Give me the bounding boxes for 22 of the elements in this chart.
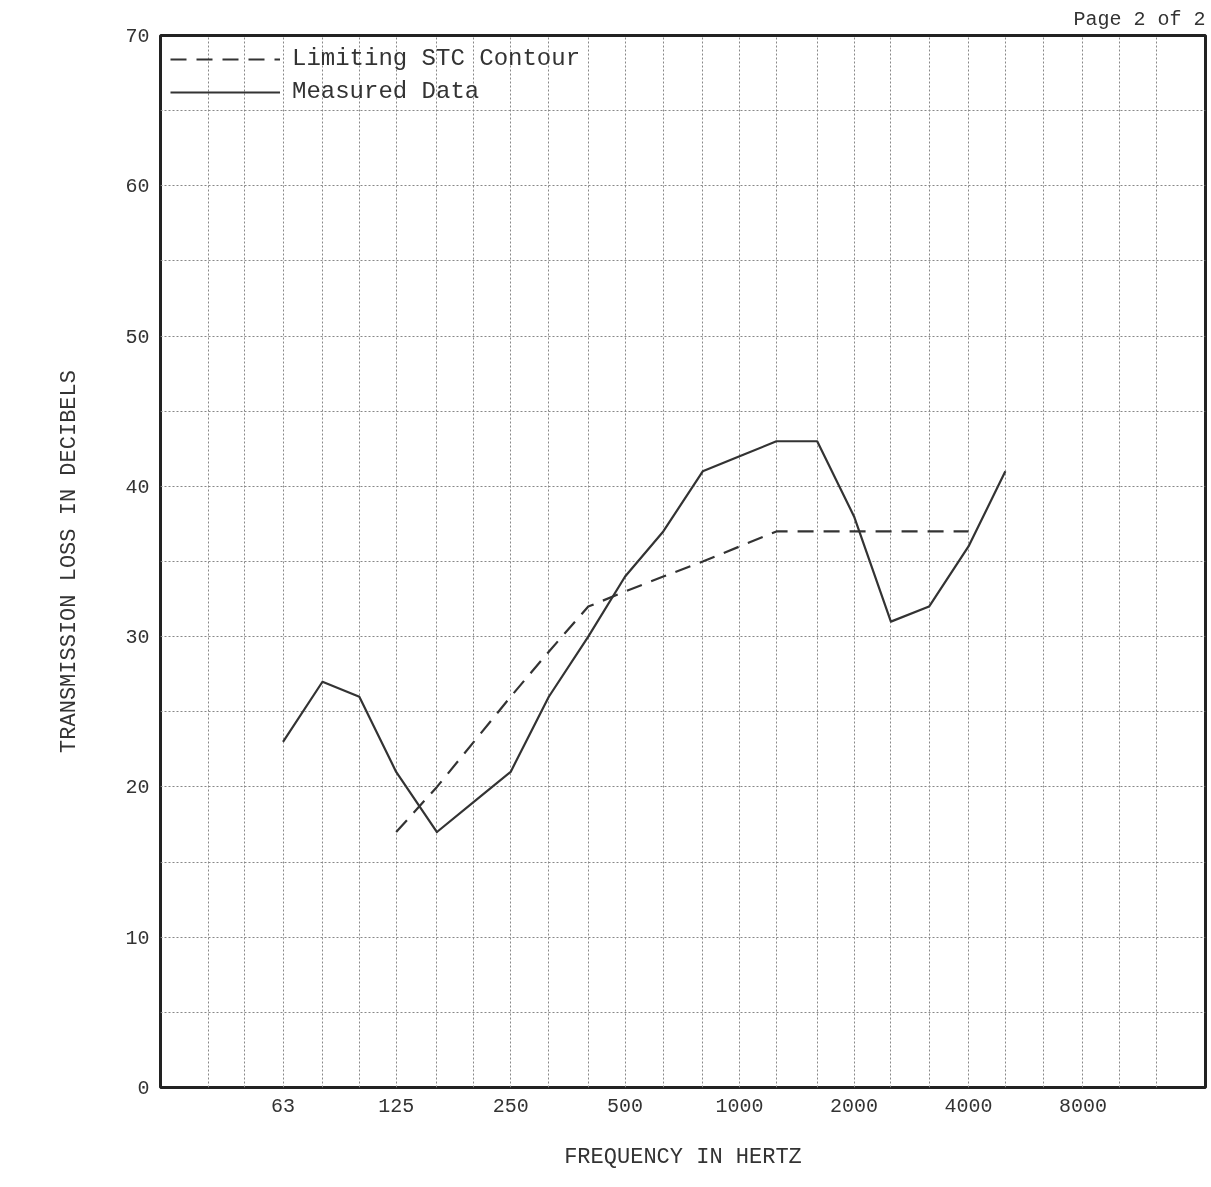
y-tick-label: 70 <box>125 25 150 48</box>
x-tick-label: 4000 <box>944 1094 993 1118</box>
y-tick-label: 10 <box>125 926 150 950</box>
line-series <box>281 440 1007 834</box>
text: Page 2 of 2 <box>1073 7 1206 31</box>
legend-label: Measured Data <box>292 78 480 105</box>
legend-label: Limiting STC Contour <box>292 45 581 72</box>
y-tick-label: 30 <box>125 626 150 650</box>
x-tick-label: 1000 <box>715 1094 764 1118</box>
y-tick-label: 50 <box>125 325 150 349</box>
y-axis-title: TRANSMISSION LOSS IN DECIBELS <box>57 370 83 753</box>
x-tick-label: 125 <box>378 1094 415 1118</box>
y-tick-label: 20 <box>125 776 150 800</box>
x-tick-label: 250 <box>492 1094 529 1118</box>
x-tick-label: 63 <box>271 1094 296 1118</box>
y-tick-label: 0 <box>137 1077 150 1100</box>
x-axis-title: FREQUENCY IN HERTZ <box>564 1144 802 1170</box>
y-tick-label: 40 <box>125 475 150 499</box>
x-tick-label: 8000 <box>1058 1094 1107 1118</box>
x-tick-label: 2000 <box>830 1094 879 1118</box>
x-tick-label: 500 <box>607 1094 644 1118</box>
y-tick-label: 60 <box>125 175 150 199</box>
